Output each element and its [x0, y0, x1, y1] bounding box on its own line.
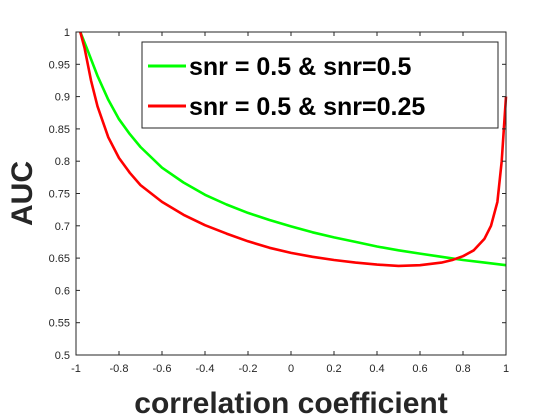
y-tick-label: 0.8	[55, 156, 70, 168]
y-tick-label: 0.65	[49, 253, 70, 265]
y-tick-label: 0.55	[49, 318, 70, 330]
legend-label-1: snr = 0.5 & snr=0.5	[189, 53, 411, 81]
x-tick-label: 0.8	[455, 363, 470, 375]
y-tick-label: 0.5	[55, 350, 70, 362]
y-tick-label: 0.95	[49, 59, 70, 71]
y-axis-label: AUC	[6, 161, 39, 226]
x-tick-label: 0	[288, 363, 294, 375]
x-tick-label: 0.4	[369, 363, 384, 375]
series-line-2	[79, 31, 508, 268]
plot-lines	[79, 31, 508, 268]
x-tick-label: -0.4	[196, 363, 215, 375]
x-tick-label: -0.6	[153, 363, 172, 375]
x-axis-label: correlation coefficient	[134, 387, 447, 420]
y-tick-label: 1	[64, 27, 70, 39]
axis-ticks: -1 -0.8 -0.6 -0.4 -0.2 0 0.2 0.4 0.6 0.8 1 0.5 0.55 0…	[49, 27, 509, 375]
series-line-1	[79, 31, 507, 267]
x-tick-label: 0.6	[412, 363, 427, 375]
x-tick-label: -1	[71, 363, 81, 375]
y-tick-label: 0.85	[49, 124, 70, 136]
y-tick-label: 0.7	[55, 221, 70, 233]
x-tick-label: 1	[503, 363, 509, 375]
x-tick-label: -0.8	[110, 363, 129, 375]
legend: snr = 0.5 & snr=0.5 snr = 0.5 & snr=0.25	[141, 41, 499, 129]
legend-box	[141, 41, 499, 129]
legend-label-2: snr = 0.5 & snr=0.25	[189, 93, 425, 121]
x-tick-label: 0.2	[326, 363, 341, 375]
y-tick-label: 0.6	[55, 285, 70, 297]
x-tick-label: -0.2	[239, 363, 258, 375]
y-tick-label: 0.75	[49, 189, 70, 201]
y-tick-label: 0.9	[55, 92, 70, 104]
